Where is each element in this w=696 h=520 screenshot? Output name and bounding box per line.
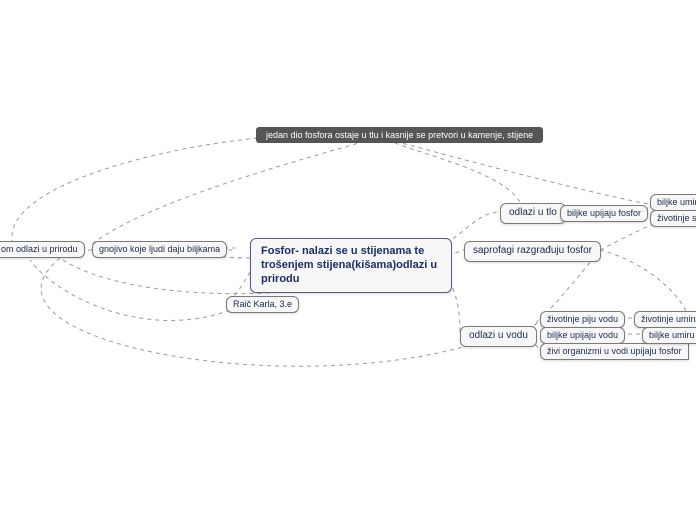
node-zivotinje-umiru[interactable]: životinje umiru [634, 311, 696, 328]
node-saprofagi[interactable]: saprofagi razgrađuju fosfor [464, 241, 601, 262]
node-biljke-umiru-1[interactable]: biljke umiru [650, 194, 696, 211]
node-biljke-upijaju-fosfor[interactable]: biljke upijaju fosfor [560, 205, 648, 222]
node-author[interactable]: Raič Karla, 3.e [226, 296, 299, 313]
node-odlazi-u-vodu[interactable]: odlazi u vodu [460, 326, 537, 347]
node-gnojivo[interactable]: gnojivo koje ljudi daju biljkama [92, 241, 227, 258]
node-central[interactable]: Fosfor- nalazi se u stijenama te trošenj… [250, 238, 452, 293]
node-zivotinje-piju-vodu[interactable]: životinje piju vodu [540, 311, 625, 328]
caption-bar: jedan dio fosfora ostaje u tlu i kasnije… [256, 127, 543, 143]
node-biljke-upijaju-vodu[interactable]: biljke upijaju vodu [540, 327, 625, 344]
node-zivotinje-se[interactable]: životinje se [650, 210, 696, 227]
node-zivi-organizmi[interactable]: živi organizmi u vodi upijaju fosfor [540, 343, 689, 360]
node-om-odlazi[interactable]: om odlazi u prirodu [0, 241, 85, 258]
node-odlazi-u-tlo[interactable]: odlazi u tlo [500, 203, 566, 224]
node-biljke-umiru-2[interactable]: biljke umiru [642, 327, 696, 344]
mindmap-canvas: jedan dio fosfora ostaje u tlu i kasnije… [0, 0, 696, 520]
